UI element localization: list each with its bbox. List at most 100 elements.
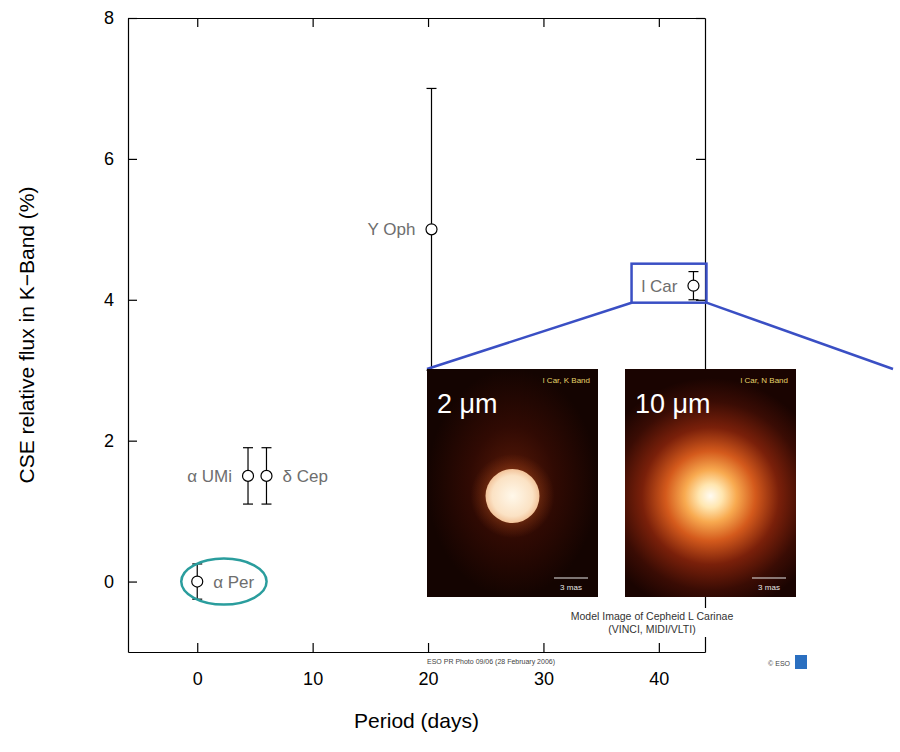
error-cap bbox=[688, 299, 698, 300]
point bbox=[261, 470, 272, 481]
tick-label: 30 bbox=[534, 669, 554, 689]
tick bbox=[313, 18, 314, 27]
tick bbox=[696, 18, 705, 19]
leader-line bbox=[427, 303, 632, 369]
error-cap bbox=[261, 503, 271, 504]
tick-mark bbox=[197, 643, 198, 652]
tick-mark bbox=[313, 18, 314, 27]
wavelength-label: 10 μm bbox=[635, 389, 711, 419]
tick-mark bbox=[659, 18, 660, 27]
error-bar bbox=[688, 272, 698, 300]
tick-mark bbox=[128, 159, 137, 160]
caption-line: Model Image of Cepheid L Carinae bbox=[571, 610, 734, 622]
tick-mark bbox=[696, 159, 705, 160]
x-axis-top bbox=[129, 18, 706, 27]
tick-label: 20 bbox=[419, 669, 439, 689]
inset: l Car, K Band 3 mas 2 μm l Car, N Band 3 mas… bbox=[427, 303, 893, 614]
tick-mark bbox=[696, 18, 705, 19]
error-cap bbox=[261, 447, 271, 448]
tick-label: 8 bbox=[104, 8, 114, 28]
caption: Model Image of Cepheid L Carinae(VINCI, … bbox=[568, 608, 737, 637]
scale-bar bbox=[554, 578, 588, 579]
caption-line: (VINCI, MIDI/VLTI) bbox=[608, 623, 695, 635]
image-glow bbox=[471, 454, 555, 538]
tick: 2 bbox=[104, 431, 137, 451]
scale-label: 3 mas bbox=[560, 583, 582, 592]
point bbox=[243, 470, 254, 481]
wavelength-label: 2 μm bbox=[437, 389, 498, 419]
star-disk bbox=[486, 469, 540, 523]
point-label: δ Cep bbox=[282, 467, 327, 486]
chart: 0 10 20 30 40 0 2 4 6 8 Period (days) CSE relative … bbox=[0, 0, 900, 752]
error-cap bbox=[427, 88, 437, 89]
error-bar bbox=[261, 448, 271, 504]
image-title: l Car, K Band bbox=[543, 376, 590, 385]
point bbox=[426, 224, 437, 235]
tick-mark bbox=[128, 581, 137, 582]
x-axis-title: Period (days) bbox=[354, 709, 479, 732]
error-cap bbox=[688, 271, 698, 272]
point-label: α UMi bbox=[187, 467, 232, 486]
highlight-box bbox=[632, 264, 707, 303]
point-label: l Car bbox=[642, 277, 678, 296]
tick-label: 2 bbox=[104, 431, 114, 451]
scale-label: 3 mas bbox=[758, 583, 780, 592]
axis-line bbox=[129, 652, 706, 653]
tick: 30 bbox=[534, 643, 554, 689]
point bbox=[192, 576, 203, 587]
tick: 8 bbox=[104, 8, 137, 28]
tick-mark bbox=[543, 18, 544, 27]
tick-mark bbox=[128, 300, 137, 301]
tick-mark bbox=[128, 441, 137, 442]
tick-mark bbox=[659, 643, 660, 652]
tick: 20 bbox=[419, 643, 439, 689]
tick-label: 0 bbox=[104, 572, 114, 592]
tick-label: 40 bbox=[649, 669, 669, 689]
error-bar bbox=[427, 88, 437, 370]
error-bar bbox=[243, 448, 253, 504]
tick: 40 bbox=[649, 643, 669, 689]
model-image: l Car, K Band 3 mas 2 μm bbox=[427, 369, 598, 597]
model-image: l Car, N Band 3 mas 10 μm bbox=[625, 369, 796, 597]
tick-mark bbox=[428, 643, 429, 652]
tick-label: 0 bbox=[193, 669, 203, 689]
highlight-ellipse bbox=[181, 559, 266, 605]
point-label: α Per bbox=[213, 573, 254, 592]
image-ground bbox=[427, 369, 598, 597]
leader-line bbox=[706, 303, 893, 369]
tick-label: 4 bbox=[104, 290, 114, 310]
error-bar bbox=[192, 564, 202, 599]
tick-label: 10 bbox=[303, 669, 323, 689]
tick-mark bbox=[428, 18, 429, 27]
tick-mark bbox=[313, 643, 314, 652]
scale-bar bbox=[752, 578, 786, 579]
error-cap bbox=[243, 447, 253, 448]
tick: 4 bbox=[104, 290, 137, 310]
axis-line bbox=[129, 18, 706, 19]
tick bbox=[197, 18, 198, 27]
tick-label: 6 bbox=[104, 149, 114, 169]
tick bbox=[659, 18, 660, 27]
tick: 0 bbox=[104, 572, 137, 592]
copyright: © ESO bbox=[768, 660, 790, 667]
logo bbox=[795, 655, 807, 669]
tick-mark bbox=[197, 18, 198, 27]
y-axis: 0 2 4 6 8 bbox=[104, 8, 137, 652]
caption-ground bbox=[568, 608, 737, 637]
axis-line bbox=[128, 19, 129, 653]
image-glow bbox=[625, 378, 796, 597]
tick: 0 bbox=[193, 643, 203, 689]
tick-mark bbox=[543, 643, 544, 652]
tick-mark bbox=[128, 18, 137, 19]
image-title: l Car, N Band bbox=[740, 376, 788, 385]
y-axis-title: CSE relative flux in K−Band (%) bbox=[15, 186, 38, 483]
point bbox=[688, 280, 699, 291]
credit: ESO PR Photo 09/06 (28 February 2006) bbox=[427, 658, 555, 666]
marks bbox=[192, 88, 699, 599]
tick bbox=[428, 18, 429, 27]
tick: 10 bbox=[303, 643, 323, 689]
tick bbox=[696, 159, 705, 160]
tick bbox=[543, 18, 544, 27]
x-axis: 0 10 20 30 40 bbox=[129, 643, 706, 689]
error-cap bbox=[243, 503, 253, 504]
